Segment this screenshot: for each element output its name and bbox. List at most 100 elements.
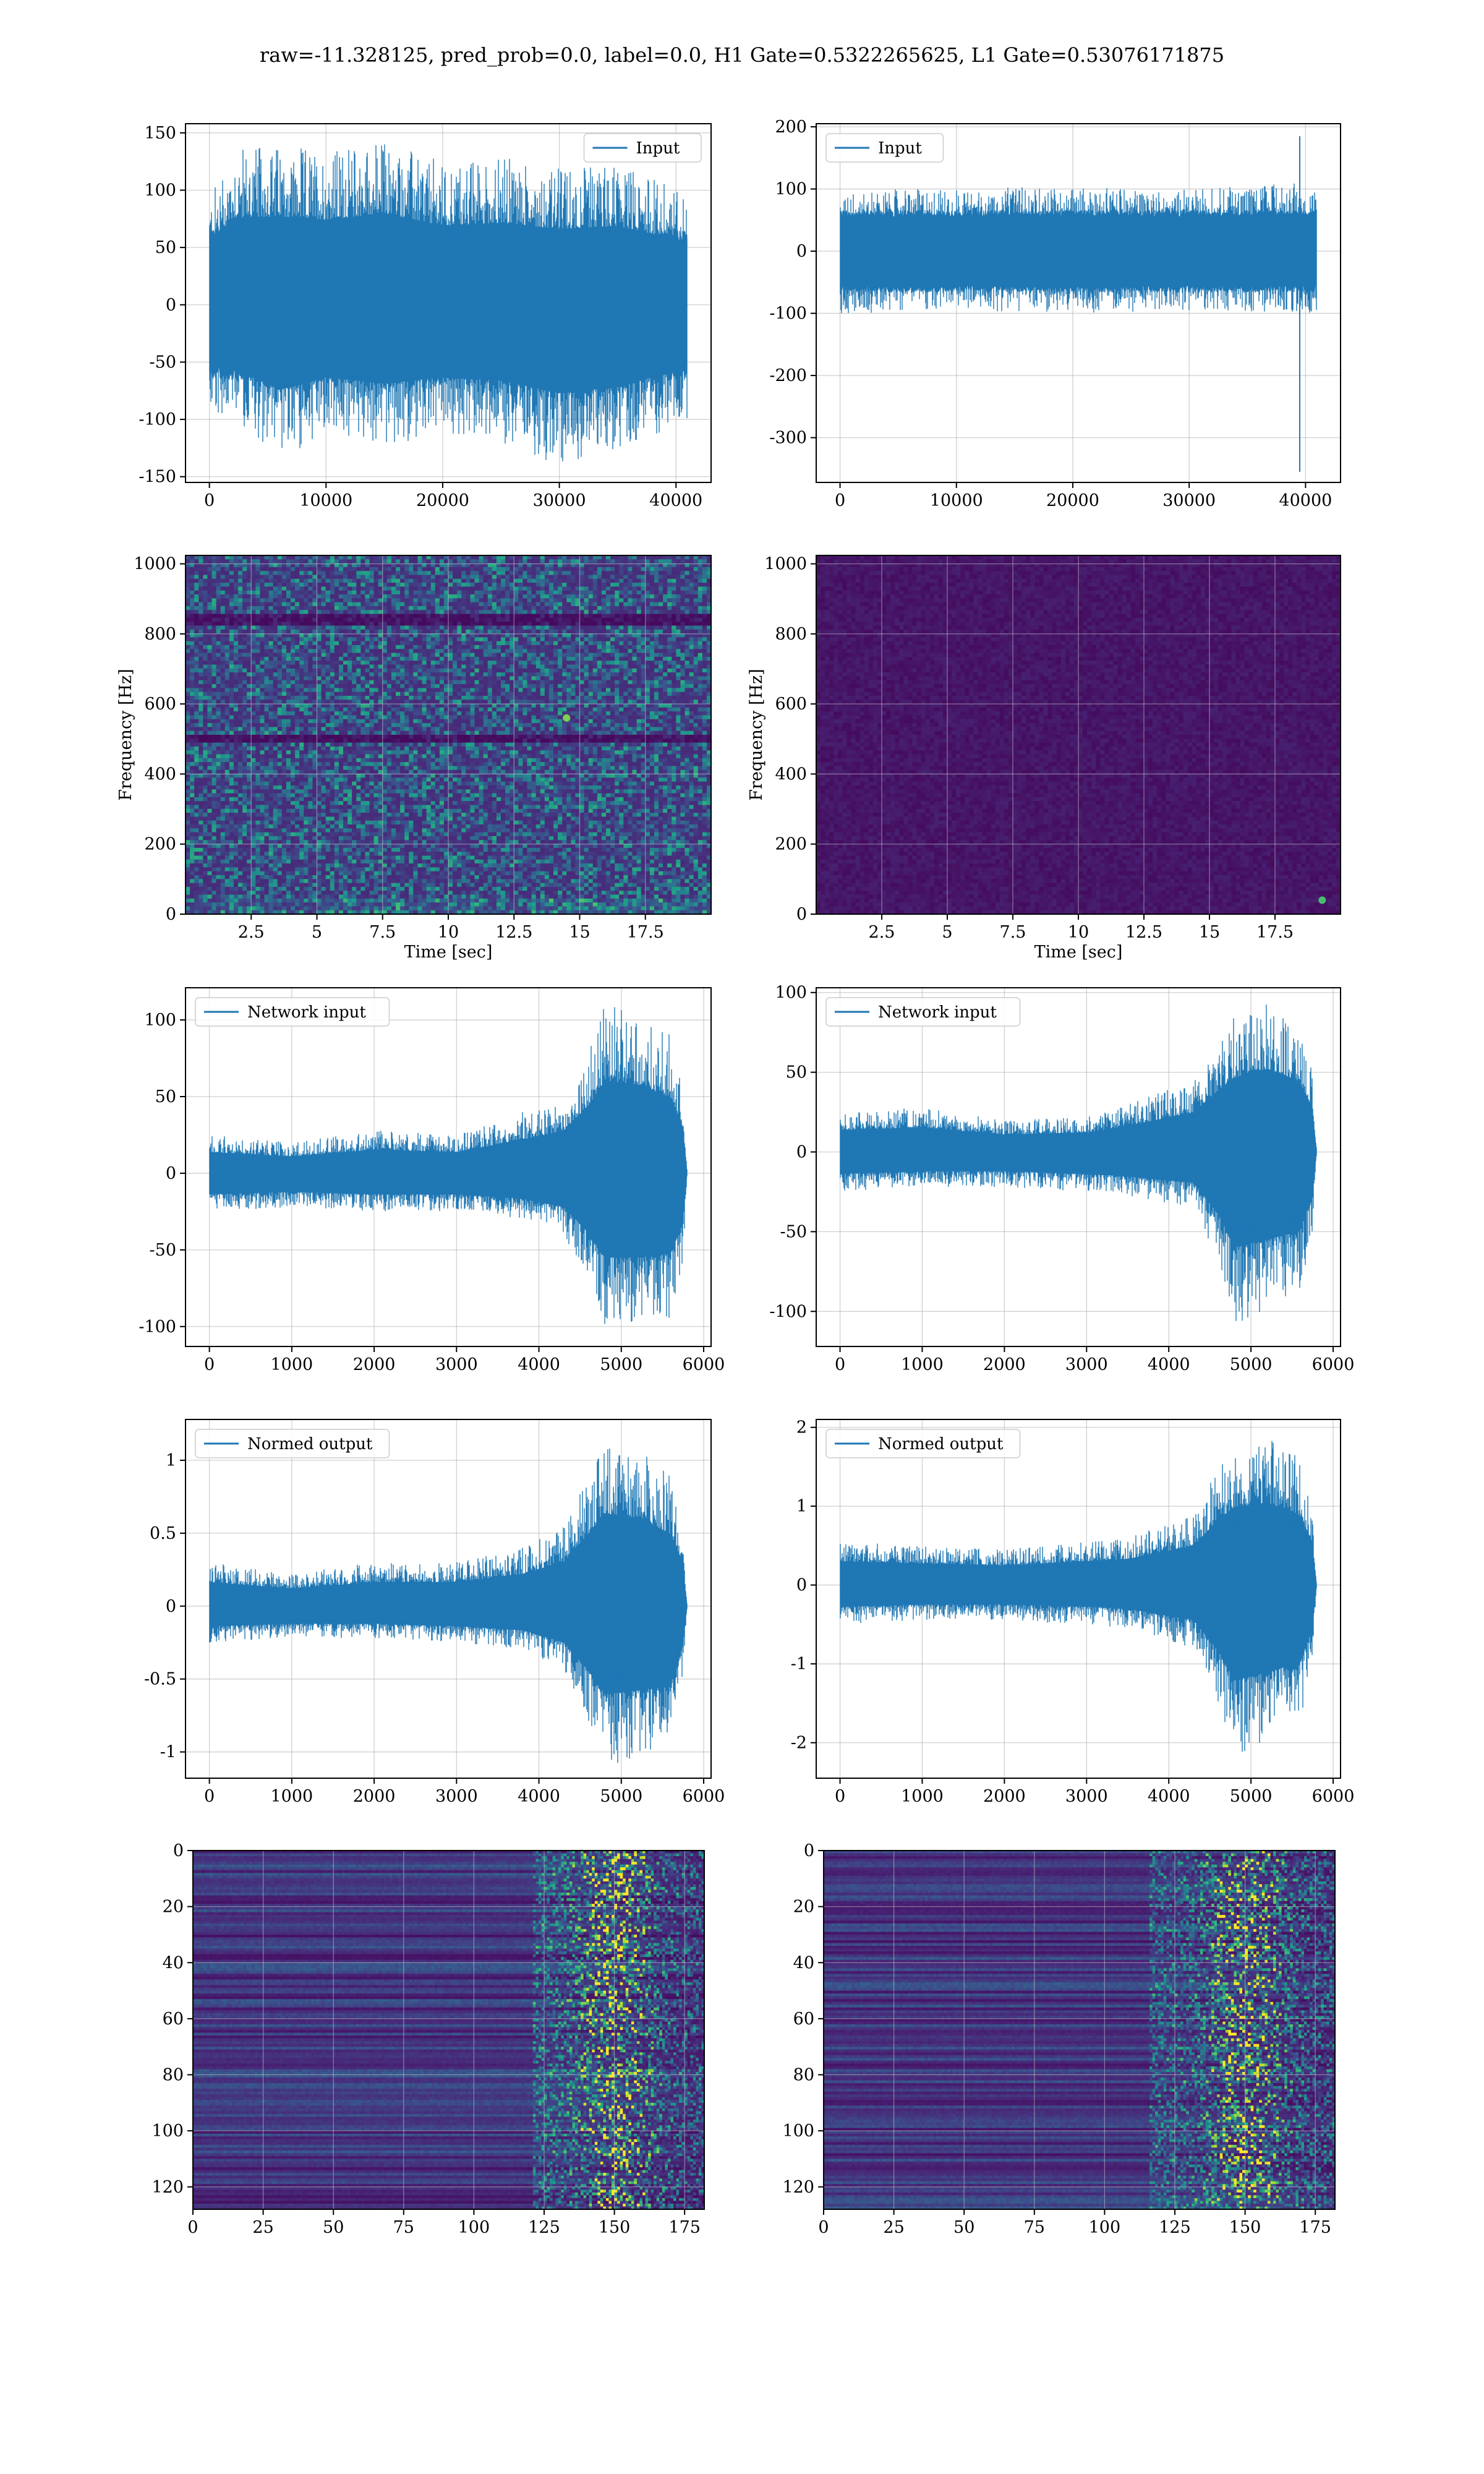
heatmap-cell [427,625,432,630]
heatmap-cell [654,622,659,626]
heatmap-cell [680,606,685,610]
heatmap-cell [646,559,650,563]
heatmap-cell [558,625,563,630]
heatmap-cell [562,559,567,563]
heatmap-cell [286,567,291,571]
heatmap-cell [685,614,690,618]
heatmap-cell [667,575,672,580]
heatmap-cell [663,575,668,580]
heatmap-cell [606,618,611,622]
heatmap-cell [404,571,409,575]
heatmap-cell [527,594,532,599]
heatmap-cell [278,559,283,563]
heatmap-cell [689,625,694,630]
heatmap-cell [391,614,396,618]
heatmap-cell [492,555,497,560]
heatmap-cell [619,567,624,571]
heatmap-cell [545,575,550,580]
heatmap-cell [475,598,480,602]
heatmap-cell [667,618,672,622]
heatmap-cell [374,625,379,630]
heatmap-cell [689,559,694,563]
heatmap-cell [286,555,291,560]
heatmap-cell [689,586,694,591]
heatmap-cell [663,618,668,622]
heatmap-cell [295,606,300,610]
heatmap-cell [260,625,265,630]
heatmap-cell [698,571,703,575]
heatmap-cell [615,598,620,602]
heatmap-cell [597,610,602,614]
heatmap-cell [545,591,550,595]
heatmap-cell [229,586,234,591]
heatmap-cell [251,575,256,580]
heatmap-cell [505,598,510,602]
heatmap-cell [623,614,628,618]
heatmap-cell [610,567,615,571]
heatmap-cell [479,594,484,599]
heatmap-cell [475,614,480,618]
heatmap-cell [654,583,659,587]
heatmap-cell [628,575,633,580]
heatmap-cell [571,625,576,630]
heatmap-cell [672,571,676,575]
heatmap-cell [633,579,638,583]
heatmap-cell [422,594,427,599]
heatmap-cell [518,610,523,614]
heatmap-cell [265,614,270,618]
heatmap-cell [348,586,352,591]
heatmap-cell [400,555,405,560]
heatmap-cell [356,575,361,580]
heatmap-cell [360,606,365,610]
heatmap-cell [667,567,672,571]
heatmap-cell [694,559,699,563]
heatmap-cell [702,622,707,626]
heatmap-cell [387,583,392,587]
heatmap-cell [650,586,655,591]
heatmap-cell [404,575,409,580]
heatmap-cell [676,591,681,595]
heatmap-cell [527,622,532,626]
heatmap-cell [536,618,541,622]
heatmap-cell [466,555,471,560]
heatmap-cell [689,594,694,599]
heatmap-cell [702,559,707,563]
heatmap-cell [562,594,567,599]
heatmap-cell [558,598,563,602]
heatmap-cell [698,625,703,630]
heatmap-cell [374,559,379,563]
heatmap-cell [396,571,401,575]
heatmap-cell [593,598,598,602]
heatmap-cell [286,610,291,614]
heatmap-cell [540,622,545,626]
heatmap-cell [685,606,690,610]
heatmap-cell [667,571,672,575]
heatmap-cell [404,602,409,607]
heatmap-cell [532,606,537,610]
heatmap-cell [518,594,523,599]
heatmap-cell [689,567,694,571]
heatmap-cell [409,614,414,618]
heatmap-cell [299,618,304,622]
heatmap-cell [238,579,243,583]
heatmap-cell [484,591,488,595]
heatmap-cell [317,586,322,591]
heatmap-cell [427,555,432,560]
heatmap-cell [584,559,589,563]
heatmap-cell [448,555,453,560]
heatmap-cell [317,614,322,618]
heatmap-cell [229,575,234,580]
heatmap-cell [606,622,611,626]
heatmap-cell [251,567,256,571]
y-tick-label: -300 [769,429,807,448]
heatmap-cell [536,622,541,626]
heatmap-cell [628,567,633,571]
heatmap-cell [461,610,466,614]
heatmap-cell [532,625,537,630]
heatmap-cell [497,622,501,626]
heatmap-cell [593,606,598,610]
heatmap-cell [610,591,615,595]
heatmap-cell [479,555,484,560]
heatmap-cell [685,555,690,560]
heatmap-cell [234,594,239,599]
